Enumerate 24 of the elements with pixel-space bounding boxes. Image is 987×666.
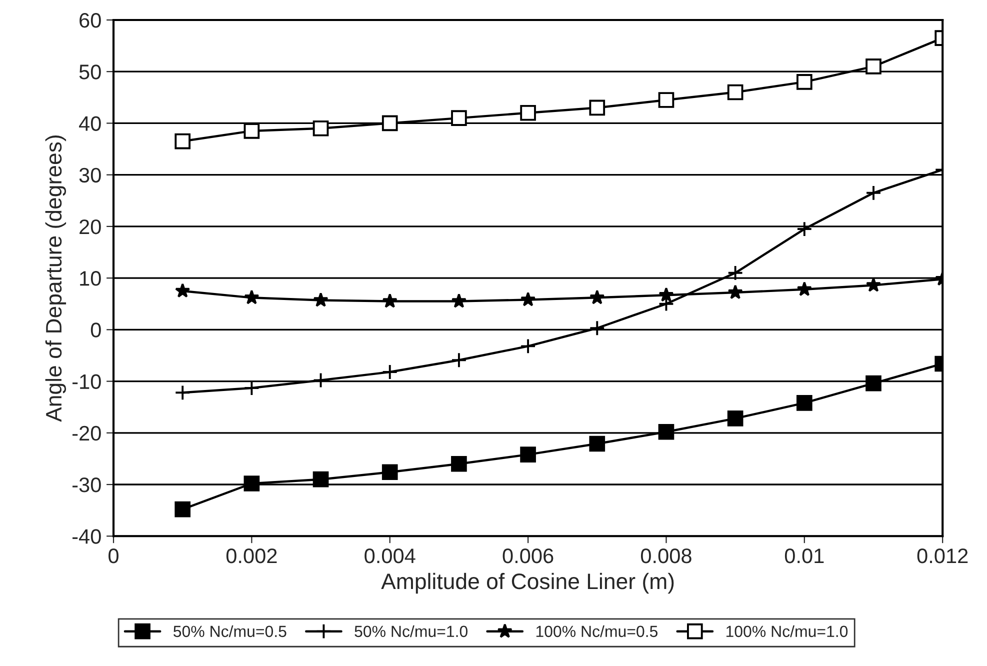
legend-label: 100% Nc/mu=0.5 (536, 625, 658, 638)
y-tick-label: 50 (79, 64, 101, 80)
y-tick-label: -30 (72, 478, 101, 492)
y-tick-label: 60 (80, 12, 101, 28)
legend-label: 50% Nc/mu=0.5 (174, 625, 286, 638)
x-tick-label: 0.01 (784, 548, 824, 564)
y-tick-label: -40 (72, 529, 101, 544)
legend-label: 50% Nc/mu=1.0 (354, 625, 468, 638)
y-tick-label: 30 (79, 168, 101, 183)
y-tick-label: 0 (90, 322, 101, 338)
x-tick-label: 0 (108, 548, 118, 564)
y-tick-label: -10 (72, 374, 101, 390)
x-tick-label: 0.002 (226, 548, 277, 564)
y-tick-label: 40 (79, 116, 101, 131)
x-tick-label: 0.004 (364, 548, 416, 564)
y-tick-label: 20 (80, 219, 101, 234)
y-tick-label: 10 (80, 271, 101, 286)
x-tick-label: 0.012 (917, 548, 968, 564)
legend-label: 100% Nc/mu=1.0 (726, 625, 848, 638)
y-axis-title: Angle of Departure (degrees) (45, 136, 66, 422)
y-tick-label: -20 (72, 426, 101, 441)
x-tick-label: 0.006 (502, 548, 554, 564)
x-axis-title: Amplitude of Cosine Liner (m) (381, 572, 674, 594)
x-tick-label: 0.008 (640, 548, 692, 564)
